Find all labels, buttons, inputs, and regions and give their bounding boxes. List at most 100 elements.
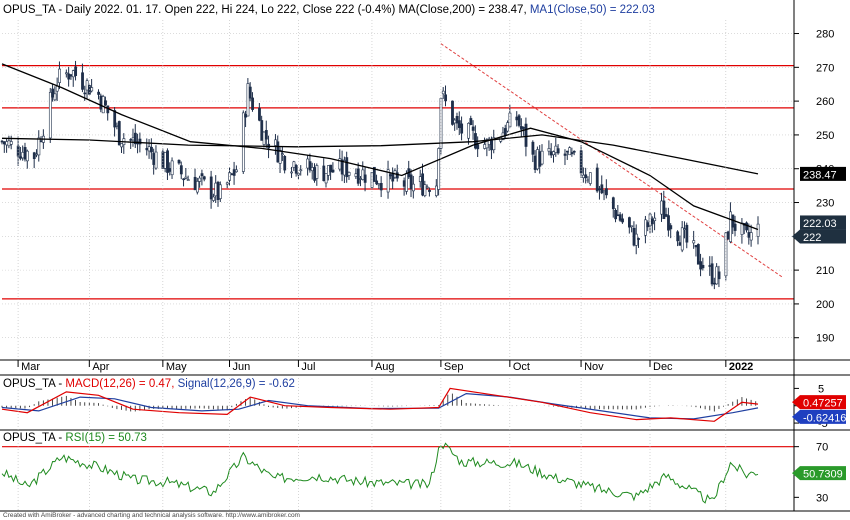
candle-body bbox=[667, 215, 670, 231]
candle-body bbox=[138, 138, 142, 145]
y-tick-label: 190 bbox=[816, 333, 834, 345]
ma200-value-label-bg bbox=[800, 166, 846, 181]
candle-body bbox=[264, 130, 268, 140]
macd-line bbox=[1, 387, 759, 422]
x-tick-label: Jul bbox=[301, 361, 315, 373]
rsi-line bbox=[1, 442, 759, 504]
candle-body bbox=[600, 184, 604, 194]
candle-body bbox=[58, 68, 61, 83]
candle-body bbox=[547, 148, 551, 152]
candle-body bbox=[405, 173, 408, 192]
candle-body bbox=[503, 128, 507, 136]
candle-body bbox=[457, 120, 461, 128]
candle-body bbox=[147, 146, 151, 152]
candle-body bbox=[21, 151, 25, 159]
candle-body bbox=[678, 242, 682, 246]
candle-body bbox=[230, 173, 234, 176]
candle-body bbox=[632, 227, 636, 246]
candle-body bbox=[16, 145, 20, 157]
candle-body bbox=[644, 219, 647, 236]
candle-body bbox=[354, 173, 358, 177]
candle-body bbox=[428, 189, 431, 192]
y-tick-label: 270 bbox=[816, 62, 834, 74]
candle-body bbox=[664, 214, 668, 217]
candle-body bbox=[262, 131, 266, 145]
candle-body bbox=[614, 209, 618, 220]
candle-body bbox=[634, 233, 638, 246]
candle-body bbox=[244, 114, 248, 118]
candle-body bbox=[214, 182, 218, 197]
candle-body bbox=[708, 265, 712, 267]
candle-body bbox=[418, 176, 422, 182]
macd-pane bbox=[1, 387, 759, 422]
candle-body bbox=[283, 155, 287, 171]
candle-body bbox=[177, 159, 181, 164]
candle-body bbox=[572, 150, 576, 153]
candle-body bbox=[202, 176, 206, 180]
y-tick-label: 30 bbox=[816, 492, 828, 504]
candle-body bbox=[595, 167, 599, 192]
x-tick-label: Aug bbox=[375, 361, 395, 373]
candle-body bbox=[584, 174, 588, 179]
candle-body bbox=[315, 165, 319, 179]
candle-body bbox=[540, 150, 544, 165]
candle-body bbox=[412, 183, 415, 192]
signal-value-label: -0.62416 bbox=[803, 412, 846, 424]
candle-body bbox=[241, 112, 245, 172]
candle-body bbox=[37, 137, 41, 156]
candle-body bbox=[563, 153, 567, 156]
candle-body bbox=[653, 217, 657, 221]
candle-body bbox=[168, 168, 172, 172]
candle-body bbox=[120, 143, 123, 148]
candle-body bbox=[308, 161, 312, 171]
candle-body bbox=[618, 214, 622, 221]
candle-body bbox=[359, 178, 362, 180]
candle-body bbox=[683, 228, 686, 230]
candle-body bbox=[726, 231, 730, 240]
candle-body bbox=[218, 184, 222, 199]
x-tick-label: Jun bbox=[232, 361, 250, 373]
candle-body bbox=[437, 148, 441, 190]
candle-body bbox=[200, 173, 204, 177]
candle-body bbox=[235, 169, 238, 173]
candle-body bbox=[531, 141, 535, 155]
candle-body bbox=[150, 146, 153, 153]
candle-body bbox=[586, 179, 590, 182]
candle-body bbox=[290, 171, 294, 174]
candle-body bbox=[646, 222, 650, 228]
candle-body bbox=[71, 70, 75, 78]
candle-body bbox=[409, 174, 413, 190]
macd-value-label: 0.47257 bbox=[803, 398, 843, 410]
candle-body bbox=[536, 149, 539, 170]
ma200-line bbox=[1, 134, 759, 175]
rsi-pane bbox=[1, 442, 794, 504]
candle-body bbox=[522, 127, 526, 129]
candle-body bbox=[582, 174, 585, 178]
candle-body bbox=[460, 123, 464, 134]
candle-body bbox=[680, 227, 684, 251]
candle-body bbox=[455, 116, 459, 124]
candle-body bbox=[329, 164, 333, 173]
candle-body bbox=[402, 180, 406, 187]
candle-body bbox=[389, 174, 392, 177]
candle-body bbox=[248, 86, 252, 99]
candle-body bbox=[733, 223, 737, 231]
candle-body bbox=[193, 176, 197, 191]
candle-body bbox=[669, 225, 673, 230]
candle-body bbox=[611, 197, 615, 210]
candle-body bbox=[281, 153, 284, 155]
candle-body bbox=[306, 158, 310, 169]
candle-body bbox=[363, 174, 367, 183]
candle-body bbox=[101, 96, 105, 114]
candle-body bbox=[186, 179, 190, 181]
candle-body bbox=[90, 87, 94, 92]
candle-body bbox=[166, 150, 169, 173]
candle-body bbox=[326, 165, 330, 176]
candle-body bbox=[715, 266, 719, 285]
candle-body bbox=[2, 141, 6, 145]
candle-body bbox=[628, 217, 631, 228]
candle-body bbox=[660, 200, 663, 215]
y-tick-label: -5 bbox=[818, 418, 828, 430]
candle-body bbox=[520, 126, 523, 130]
